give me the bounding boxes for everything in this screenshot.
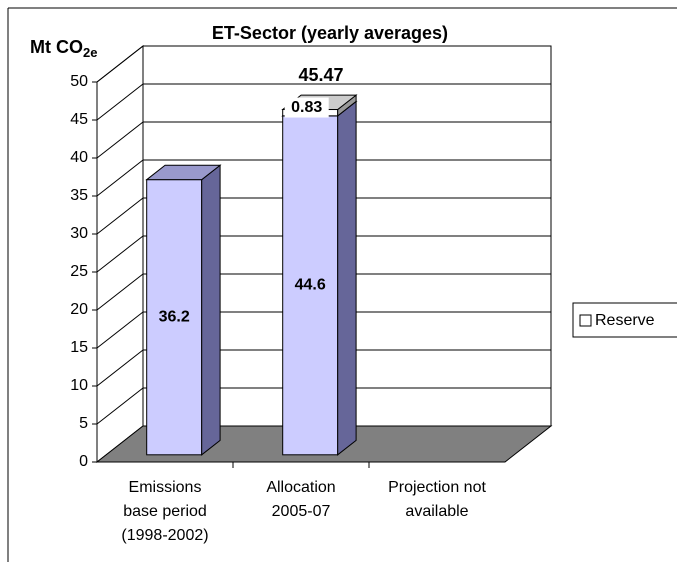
grid-line: [96, 387, 144, 425]
grid-line: [96, 235, 144, 273]
grid-line: [96, 159, 144, 197]
grid-line: [96, 83, 144, 121]
y-tick-label: 25: [70, 263, 88, 280]
legend-swatch: [579, 314, 592, 327]
y-tick-label: 50: [70, 73, 88, 90]
x-tick-label: Emissions: [129, 479, 202, 496]
data-label: 44.6: [295, 277, 326, 294]
data-label: 36.2: [159, 308, 190, 325]
x-tick-label: (1998-2002): [121, 527, 208, 544]
y-tick-label: 45: [70, 111, 88, 128]
y-tick-label: 5: [79, 415, 88, 432]
y-tick-label: 30: [70, 225, 88, 242]
data-label: 0.83: [291, 99, 322, 116]
y-axis-title: Mt CO2e: [30, 37, 97, 61]
chart-title: ET-Sector (yearly averages): [212, 23, 448, 43]
grid-line: [96, 45, 144, 83]
bar: [282, 115, 339, 456]
legend-box: [572, 302, 677, 338]
y-tick-label: 20: [70, 301, 88, 318]
y-axis-title-sub: 2e: [83, 45, 97, 60]
total-label: 45.47: [298, 65, 343, 85]
grid-line: [96, 197, 144, 235]
bar-top: [145, 164, 222, 181]
legend-label: Reserve: [595, 312, 655, 329]
y-tick-label: 35: [70, 187, 88, 204]
x-tick-label: Projection not: [388, 479, 486, 496]
grid-line: [96, 311, 144, 349]
x-tick-label: 2005-07: [272, 503, 331, 520]
y-tick-label: 40: [70, 149, 88, 166]
x-tick-label: available: [405, 503, 468, 520]
grid-line: [96, 273, 144, 311]
data-label-bg: [284, 97, 329, 118]
bar-side: [337, 100, 357, 456]
x-tick-label: base period: [123, 503, 207, 520]
y-axis-title-main: Mt CO: [30, 37, 83, 57]
y-tick-label: 10: [70, 377, 88, 394]
grid-line: [96, 121, 144, 159]
bar-side: [201, 164, 221, 456]
y-tick-label: 15: [70, 339, 88, 356]
x-tick-label: Allocation: [266, 479, 335, 496]
grid-line: [96, 349, 144, 387]
y-tick-label: 0: [79, 453, 88, 470]
